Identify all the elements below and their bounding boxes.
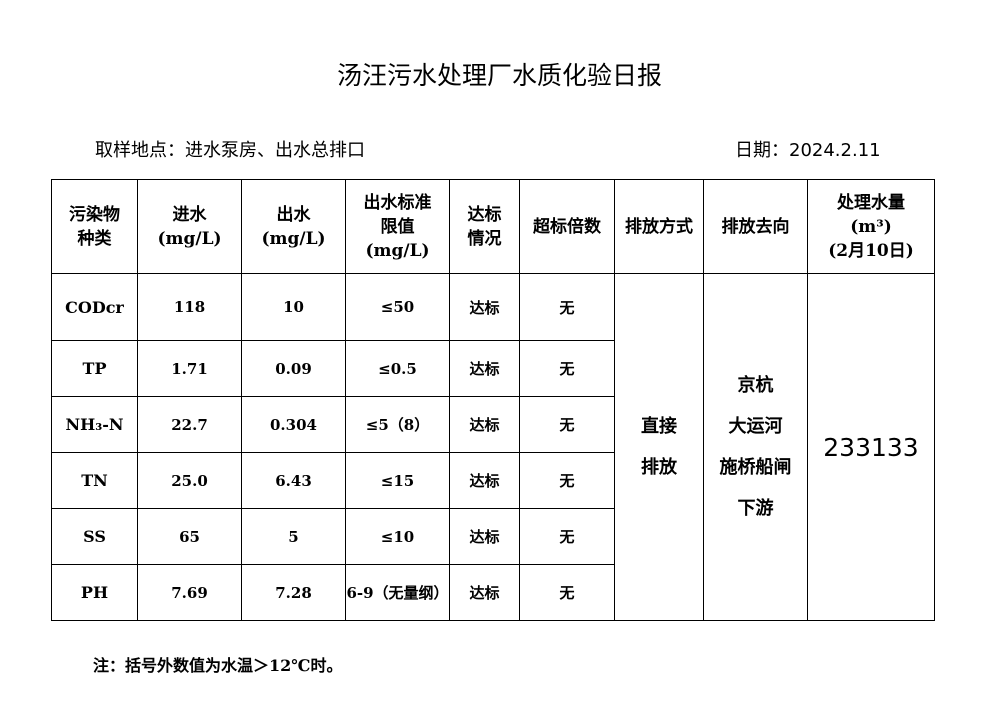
cell-exceed: 无 (519, 340, 615, 397)
cell-influent: 1.71 (137, 340, 242, 397)
cell-effluent: 6.43 (241, 452, 346, 509)
cell-discharge-method: 直接 排放 (614, 273, 704, 621)
report-date: 日期：2024.2.11 (735, 140, 881, 161)
table-row: SS 65 5 ≤10 达标无 (51, 508, 935, 565)
cell-pollutant: TP (51, 340, 138, 397)
header-volume: 处理水量 (m³) (2月10日) (807, 179, 935, 274)
cell-limit: ≤10 (345, 508, 450, 565)
table-row: CODcr 118 10 ≤50 达标无直接 排放 京杭 大运河 施桥船闸 下游 233133 (51, 273, 935, 621)
cell-effluent: 10 (241, 273, 346, 341)
table-row: TN 25.0 6.43 ≤15 达标无 (51, 452, 935, 509)
cell-influent: 65 (137, 508, 242, 565)
water-quality-table: 污染物 种类 进水 (mg/L) 出水 (mg/L) 出水标准 限值 (mg/L) 达标情… (51, 179, 935, 621)
cell-effluent: 7.28 (241, 564, 346, 621)
cell-compliance: 达标 (449, 396, 520, 453)
cell-discharge-destination: 京杭 大运河 施桥船闸 下游 (703, 273, 808, 621)
cell-exceed: 无 (519, 564, 615, 621)
cell-limit: 6-9（无量纲） (345, 564, 450, 621)
cell-limit: ≤0.5 (345, 340, 450, 397)
header-influent: 进水 (mg/L) (137, 179, 242, 274)
cell-limit: ≤50 (345, 273, 450, 341)
cell-pollutant: PH (51, 564, 138, 621)
cell-exceed: 无 (519, 273, 615, 341)
cell-limit: ≤15 (345, 452, 450, 509)
header-method: 排放方式 (614, 179, 704, 274)
header-destination: 排放去向 (703, 179, 808, 274)
table-row: NH₃-N 22.7 0.304 ≤5（8） 达标无 (51, 396, 935, 453)
header-limit: 出水标准 限值 (mg/L) (345, 179, 450, 274)
cell-influent: 7.69 (137, 564, 242, 621)
header-compliance: 达标 情况 (449, 179, 520, 274)
table-row: PH 7.69 7.28 6-9（无量纲） 达标无 (51, 564, 935, 621)
footnote: 注：括号外数值为水温＞12℃时。 (93, 656, 343, 675)
cell-exceed: 无 (519, 452, 615, 509)
cell-limit: ≤5（8） (345, 396, 450, 453)
header-effluent: 出水 (mg/L) (241, 179, 346, 274)
sampling-location: 取样地点：进水泵房、出水总排口 (95, 140, 365, 161)
cell-exceed: 无 (519, 508, 615, 565)
cell-compliance: 达标 (449, 452, 520, 509)
header-exceed: 超标倍数 (519, 179, 615, 274)
cell-effluent: 0.304 (241, 396, 346, 453)
cell-influent: 22.7 (137, 396, 242, 453)
cell-exceed: 无 (519, 396, 615, 453)
cell-influent: 25.0 (137, 452, 242, 509)
header-pollutant: 污染物 种类 (51, 179, 138, 274)
cell-compliance: 达标 (449, 340, 520, 397)
table-row: TP 1.71 0.09 ≤0.5 达标无 (51, 340, 935, 397)
cell-pollutant: SS (51, 508, 138, 565)
cell-effluent: 0.09 (241, 340, 346, 397)
cell-compliance: 达标 (449, 273, 520, 341)
cell-compliance: 达标 (449, 564, 520, 621)
cell-pollutant: CODcr (51, 273, 138, 341)
cell-effluent: 5 (241, 508, 346, 565)
cell-compliance: 达标 (449, 508, 520, 565)
cell-pollutant: NH₃-N (51, 396, 138, 453)
header-row: 污染物 种类 进水 (mg/L) 出水 (mg/L) 出水标准 限值 (mg/L) 达标情… (51, 179, 935, 274)
page-title: 汤汪污水处理厂水质化验日报 (336, 61, 662, 90)
cell-treated-volume: 233133 (807, 273, 935, 621)
cell-pollutant: TN (51, 452, 138, 509)
cell-influent: 118 (137, 273, 242, 341)
